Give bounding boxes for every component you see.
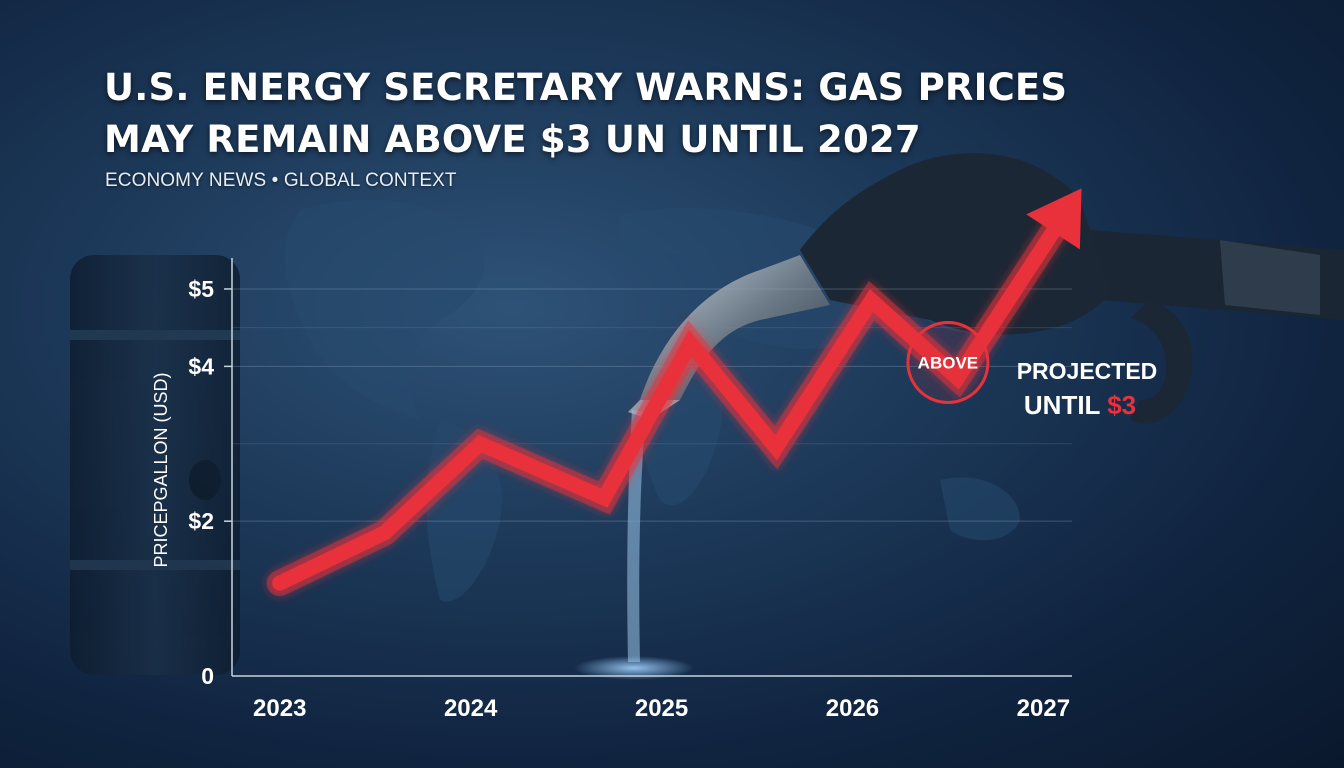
x-tick-label: 2027 xyxy=(1017,695,1070,722)
chart-gridlines xyxy=(232,288,1072,522)
projected-price-text: $3 xyxy=(1107,390,1136,420)
x-tick-label: 2025 xyxy=(635,695,688,722)
series-line xyxy=(272,224,1061,591)
projected-label: PROJECTED xyxy=(1017,358,1158,384)
projected-sublabel: UNTIL $3 xyxy=(1024,390,1136,420)
y-axis-label: PRICEPGALLON (USD) xyxy=(151,372,171,567)
oil-barrel-icon xyxy=(70,255,240,675)
x-axis-ticks: 2023 2024 2025 2026 2027 xyxy=(253,695,1070,722)
x-tick-label: 2026 xyxy=(826,695,879,722)
x-tick-label: 2024 xyxy=(444,695,498,722)
above-badge-label: ABOVE xyxy=(918,354,978,373)
x-tick-label: 2023 xyxy=(253,695,306,722)
headline: U.S. ENERGY SECRETARY WARNS: GAS PRICES … xyxy=(104,62,1224,166)
headline-line-1: U.S. ENERGY SECRETARY WARNS: GAS PRICES xyxy=(104,66,1068,109)
y-axis-ticks: 0 $2 $4 $5 xyxy=(188,276,232,689)
series-arrowhead xyxy=(1026,188,1082,250)
subheading: ECONOMY NEWS • GLOBAL CONTEXT xyxy=(105,170,457,191)
y-tick-label: $4 xyxy=(188,353,214,379)
above-badge-ring xyxy=(906,321,990,404)
y-tick-label: $2 xyxy=(188,508,214,534)
projected-until-text: UNTIL xyxy=(1024,390,1107,420)
y-tick-label: 0 xyxy=(201,663,214,689)
series-layer xyxy=(266,188,1082,597)
y-tick-label: $5 xyxy=(188,276,214,302)
headline-line-2: MAY REMAIN ABOVE $3 UN UNTIL 2027 xyxy=(104,118,921,161)
annotations: ABOVE PROJECTED UNTIL $3 xyxy=(906,321,1158,420)
